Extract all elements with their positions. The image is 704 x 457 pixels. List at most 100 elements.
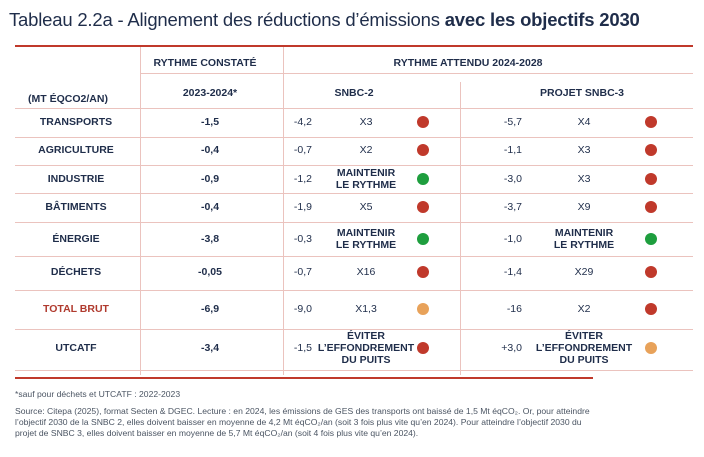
row-separator (15, 165, 693, 166)
multiplier-line: X3 (577, 173, 591, 185)
row-snbc2-status-dot (417, 116, 429, 128)
column-separator (460, 82, 461, 375)
multiplier-line: X2 (359, 144, 373, 156)
row-snbc3-status-dot (645, 266, 657, 278)
row-snbc3-status-dot (645, 201, 657, 213)
row-snbc3-status-dot (645, 303, 657, 315)
multiplier-line: LE RYTHME (335, 179, 397, 191)
row-snbc3-multiplier: X29 (575, 266, 594, 278)
multiplier-line: X4 (577, 116, 591, 128)
row-observed-value: -0,4 (200, 144, 220, 156)
multiplier-line: X29 (574, 266, 594, 278)
row-snbc3-status-dot (645, 342, 657, 354)
row-snbc3-value: -1,1 (503, 144, 522, 156)
multiplier-line: LE RYTHME (335, 239, 397, 251)
row-snbc2-multiplier: MAINTENIR LE RYTHME (336, 167, 396, 191)
multiplier-line: L’EFFONDREMENT (317, 342, 415, 354)
title-bold: avec les objectifs 2030 (444, 9, 640, 30)
multiplier-line: MAINTENIR (554, 227, 614, 239)
row-separator (15, 290, 693, 291)
row-snbc3-multiplier: X3 (578, 173, 591, 185)
source-line-1: Source: Citepa (2025), format Secten & D… (15, 406, 590, 416)
row-observed-value: -6,9 (200, 303, 220, 315)
multiplier-line: X9 (577, 201, 591, 213)
multiplier-line: ÉVITER (347, 330, 385, 342)
top-rule (15, 45, 693, 47)
multiplier-line: X1,3 (355, 303, 377, 315)
row-snbc3-value: -5,7 (503, 116, 522, 128)
row-snbc2-status-dot (417, 342, 429, 354)
footnote: *sauf pour déchets et UTCATF : 2022-2023 (15, 389, 181, 399)
row-snbc2-status-dot (417, 201, 429, 213)
column-separator (283, 47, 284, 375)
row-separator (15, 256, 693, 257)
row-snbc2-value: -0,7 (293, 266, 312, 278)
row-separator (15, 222, 693, 223)
row-separator (15, 193, 693, 194)
row-snbc2-value: -4,2 (293, 116, 312, 128)
row-snbc2-value: -1,5 (293, 342, 312, 354)
multiplier-line: MAINTENIR (336, 227, 396, 239)
row-snbc3-multiplier: X2 (578, 303, 591, 315)
row-snbc2-value: -0,7 (293, 144, 312, 156)
row-snbc2-value: -1,9 (293, 201, 312, 213)
row-snbc2-status-dot (417, 233, 429, 245)
row-observed-value: -3,4 (200, 342, 220, 354)
row-sector-label: DÉCHETS (50, 266, 102, 278)
header-rythme-constate: RYTHME CONSTATÉ (153, 57, 257, 69)
row-snbc2-multiplier: X1,3 (355, 303, 377, 315)
row-sector-label: ÉNERGIE (52, 233, 100, 245)
row-snbc3-value: +3,0 (501, 342, 522, 354)
header-period: 2023-2024* (182, 87, 238, 99)
row-sector-label: TRANSPORTS (39, 116, 113, 128)
source-line-2: l’objectif 2030 de la SNBC 2, elles doiv… (15, 417, 582, 427)
row-snbc2-status-dot (417, 173, 429, 185)
header-snbc3: PROJET SNBC-3 (539, 87, 625, 99)
page-title: Tableau 2.2a - Alignement des réductions… (9, 9, 640, 31)
row-snbc2-value: -0,3 (293, 233, 312, 245)
row-snbc3-status-dot (645, 144, 657, 156)
multiplier-line: LE RYTHME (553, 239, 615, 251)
multiplier-line: L’EFFONDREMENT (535, 342, 633, 354)
row-separator (15, 137, 693, 138)
row-separator (15, 370, 693, 371)
row-separator (15, 108, 693, 109)
row-snbc3-status-dot (645, 233, 657, 245)
multiplier-line: X3 (577, 144, 591, 156)
row-observed-value: -1,5 (200, 116, 220, 128)
row-snbc3-value: -3,7 (503, 201, 522, 213)
row-observed-value: -0,05 (198, 266, 222, 278)
column-separator (140, 47, 141, 375)
row-observed-value: -0,4 (200, 201, 220, 213)
row-snbc2-value: -9,0 (293, 303, 312, 315)
multiplier-line: X2 (577, 303, 591, 315)
multiplier-line: X5 (359, 201, 373, 213)
row-snbc3-multiplier: X9 (578, 201, 591, 213)
multiplier-line: X16 (356, 266, 376, 278)
row-separator (15, 329, 693, 330)
row-snbc3-multiplier: X3 (578, 144, 591, 156)
header-separator (140, 73, 693, 74)
row-snbc2-multiplier: ÉVITER L’EFFONDREMENT DU PUITS (318, 330, 414, 366)
header-snbc2: SNBC-2 (334, 87, 374, 99)
row-snbc3-value: -16 (506, 303, 522, 315)
row-snbc3-value: -1,0 (503, 233, 522, 245)
row-sector-label: BÂTIMENTS (45, 201, 107, 213)
row-observed-value: -0,9 (200, 173, 220, 185)
row-snbc3-status-dot (645, 116, 657, 128)
row-sector-label: UTCATF (55, 342, 97, 354)
row-observed-value: -3,8 (200, 233, 220, 245)
row-snbc2-status-dot (417, 144, 429, 156)
row-snbc2-multiplier: X2 (360, 144, 373, 156)
row-snbc3-multiplier: X4 (578, 116, 591, 128)
row-snbc2-status-dot (417, 266, 429, 278)
multiplier-line: X3 (359, 116, 373, 128)
header-unit: (MT ÉQCO2/AN) (28, 93, 108, 105)
row-snbc2-multiplier: X3 (360, 116, 373, 128)
multiplier-line: MAINTENIR (336, 167, 396, 179)
row-snbc3-multiplier: ÉVITER L’EFFONDREMENT DU PUITS (536, 330, 632, 366)
row-snbc2-multiplier: X16 (357, 266, 376, 278)
header-rythme-attendu: RYTHME ATTENDU 2024-2028 (393, 57, 543, 69)
row-snbc3-value: -1,4 (503, 266, 522, 278)
source-line-3: projet de SNBC 3, elles doivent baisser … (15, 428, 419, 438)
